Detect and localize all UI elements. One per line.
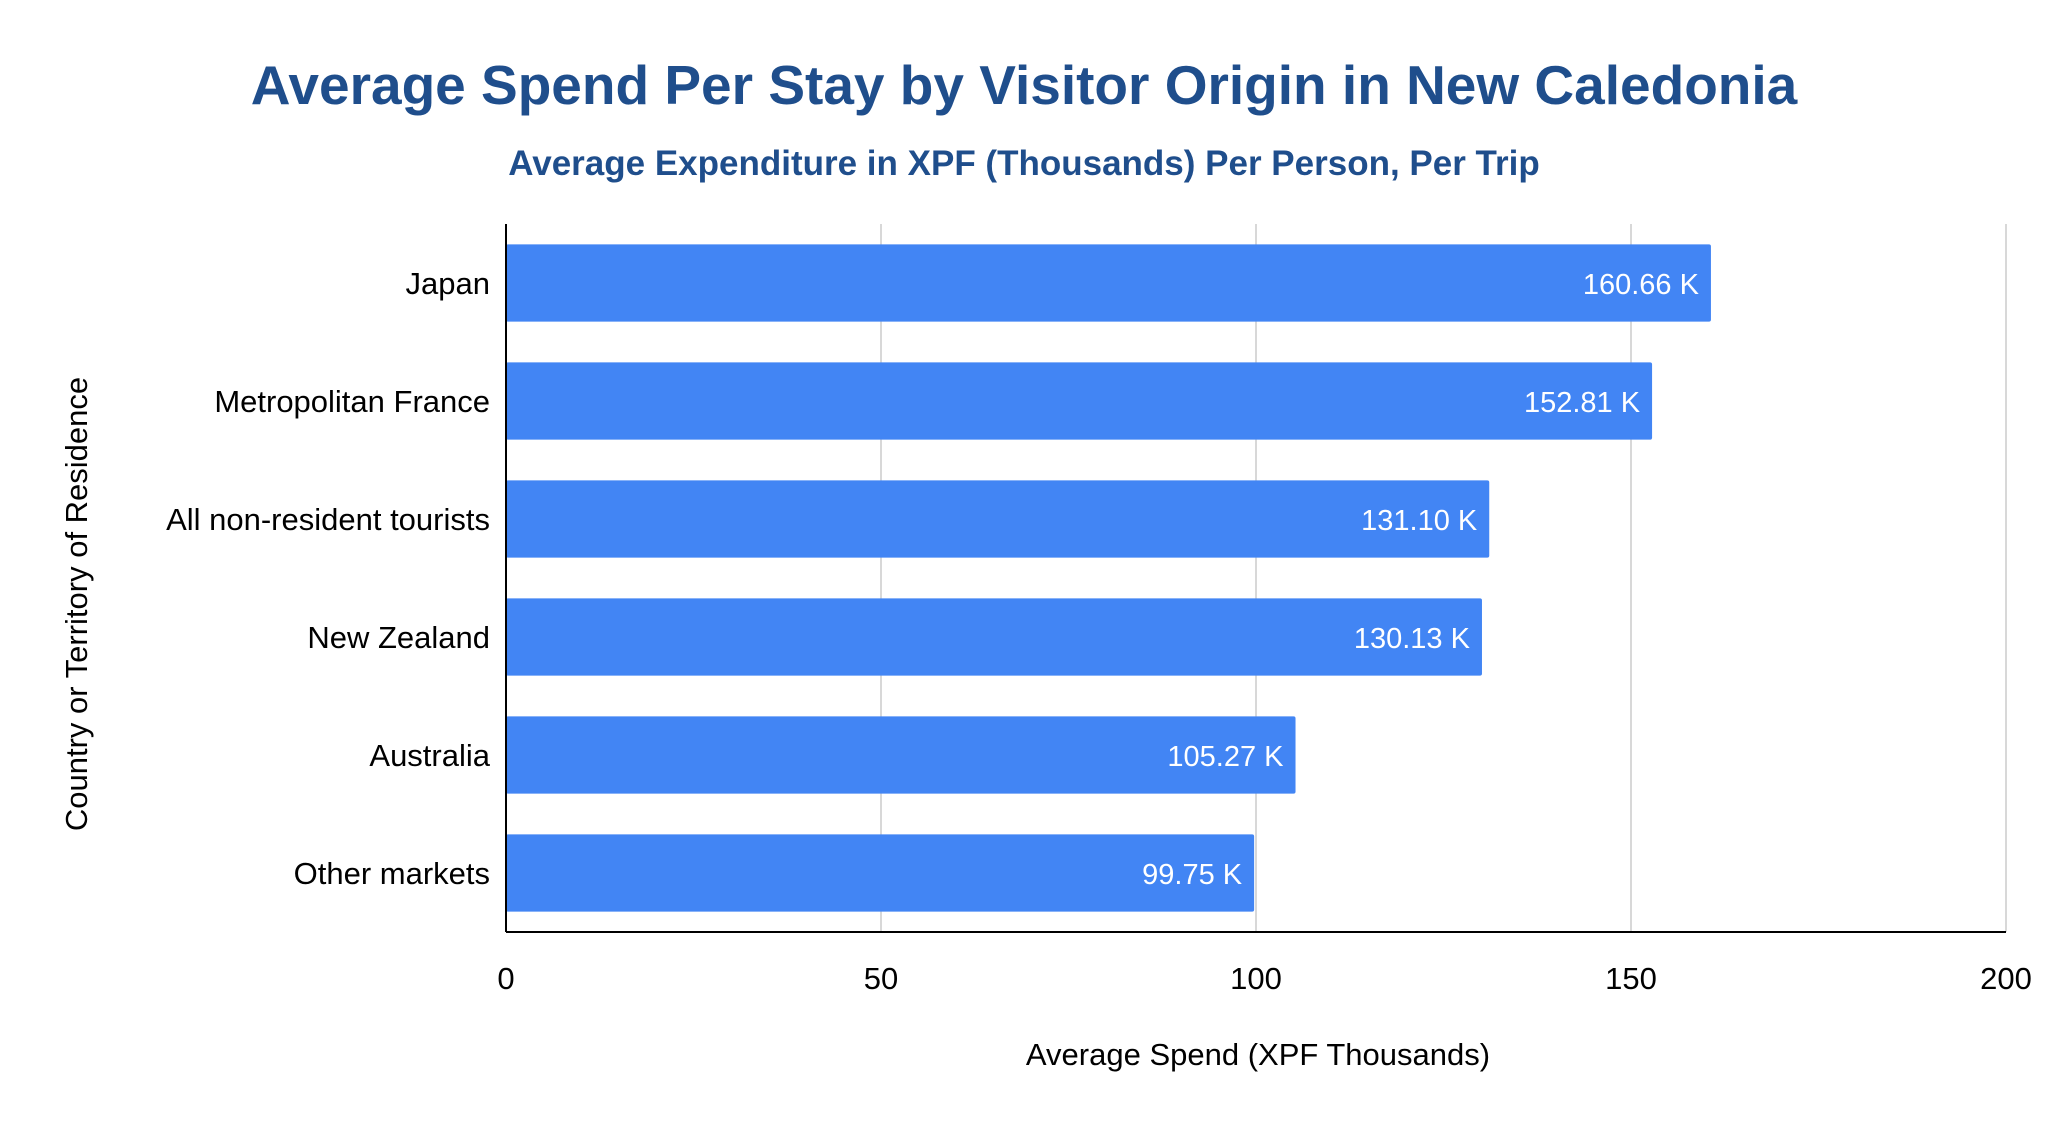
bars: 160.66 K 152.81 K 131.10 K 130.13 K 105.27 K… bbox=[506, 244, 1711, 912]
x-tick-label-3: 150 bbox=[1605, 961, 1657, 996]
x-tick-label-0: 0 bbox=[497, 961, 514, 996]
category-label-3: New Zealand bbox=[307, 620, 490, 655]
bar-5 bbox=[506, 834, 1255, 912]
bar-3 bbox=[506, 598, 1482, 676]
x-tick-label-1: 50 bbox=[864, 961, 898, 996]
category-label-4: Australia bbox=[369, 738, 490, 773]
data-label-5: 99.75 K bbox=[1142, 859, 1243, 891]
axes: 0 50 100 150 200 Japan Metropolitan France All … bbox=[166, 224, 2032, 996]
x-axis-title: Average Spend (XPF Thousands) bbox=[1026, 1037, 1490, 1072]
bar-2 bbox=[506, 480, 1490, 558]
bar-0 bbox=[506, 244, 1711, 322]
data-label-0: 160.66 K bbox=[1583, 269, 1700, 301]
data-label-3: 130.13 K bbox=[1354, 623, 1471, 655]
x-tick-label-2: 100 bbox=[1230, 961, 1282, 996]
category-label-0: Japan bbox=[406, 266, 490, 301]
bar-4 bbox=[506, 716, 1296, 794]
gridlines bbox=[880, 224, 2007, 932]
bar-1 bbox=[506, 362, 1653, 440]
data-label-4: 105.27 K bbox=[1167, 741, 1284, 773]
data-label-2: 131.10 K bbox=[1361, 505, 1478, 537]
x-tick-label-4: 200 bbox=[1980, 961, 2032, 996]
y-axis-title: Country or Territory of Residence bbox=[59, 377, 94, 831]
chart-subtitle: Average Expenditure in XPF (Thousands) P… bbox=[508, 144, 1539, 183]
chart-title: Average Spend Per Stay by Visitor Origin… bbox=[251, 54, 1798, 116]
category-label-5: Other markets bbox=[294, 856, 490, 891]
data-label-1: 152.81 K bbox=[1524, 387, 1641, 419]
category-label-2: All non-resident tourists bbox=[166, 502, 490, 537]
category-label-1: Metropolitan France bbox=[214, 384, 490, 419]
